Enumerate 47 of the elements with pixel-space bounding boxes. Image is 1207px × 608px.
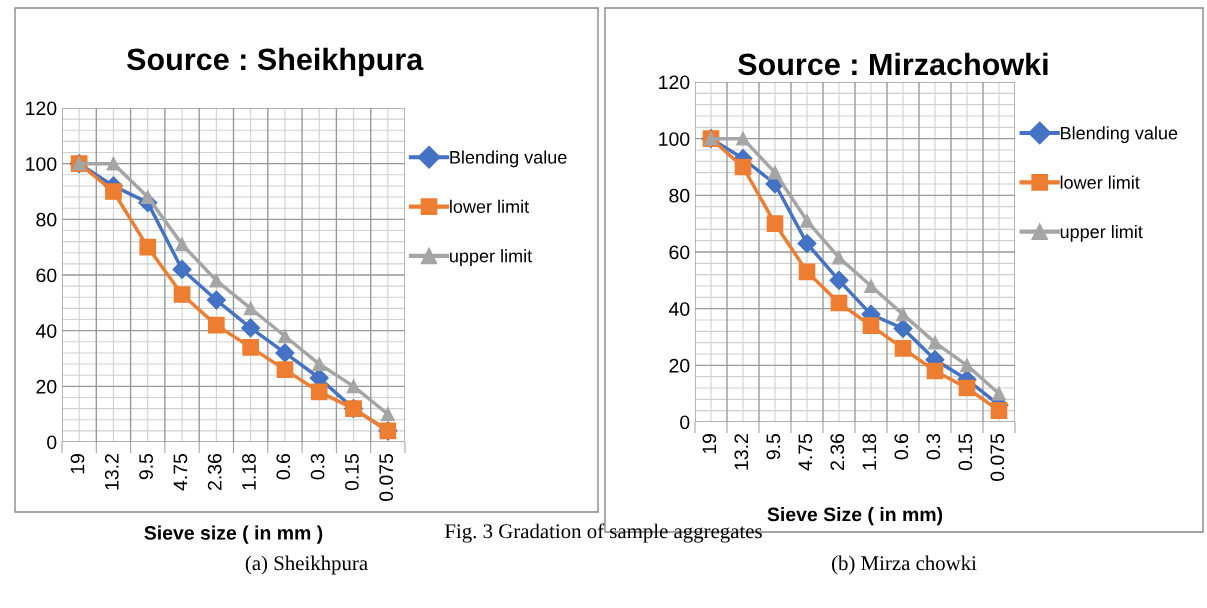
x-tick-label: 0.075 xyxy=(379,453,394,502)
x-tick-label: 19 xyxy=(70,454,85,474)
x-tick-label: 19 xyxy=(702,434,717,454)
text: (b) Mirza chowki xyxy=(832,555,977,575)
legend-label: lower limit xyxy=(1060,175,1140,189)
x-tick-label: 0.3 xyxy=(926,433,941,460)
x-tick-label: 0.6 xyxy=(276,453,291,480)
text: (a) Sheikhpura xyxy=(245,555,368,575)
x-tick-label: 0.15 xyxy=(958,433,973,471)
legend-label: lower limit xyxy=(450,199,529,214)
y-tick-label: 0 xyxy=(680,415,690,430)
x-tick-label: 2.36 xyxy=(207,453,222,490)
y-tick-label: 20 xyxy=(669,358,690,373)
x-tick-label: 4.75 xyxy=(173,453,188,491)
x-tick-label: 9.5 xyxy=(766,433,781,460)
chart-title: Source : Sheikhpura xyxy=(126,47,424,77)
y-tick-label: 20 xyxy=(36,379,57,394)
chart-title: Source : Mirzachowki xyxy=(738,52,1048,76)
legend-label: upper limit xyxy=(1060,224,1143,242)
x-tick-label: 13.2 xyxy=(104,454,119,490)
x-axis-title: Sieve Size ( in mm) xyxy=(767,507,943,526)
x-axis-title: Sieve size ( in mm ) xyxy=(144,525,323,544)
caption: Fig. 3 Gradation of sample aggregates xyxy=(445,523,762,543)
x-tick-label: 2.36 xyxy=(830,433,845,470)
y-tick-label: 40 xyxy=(35,324,57,338)
x-tick-label: 0.075 xyxy=(990,433,1005,482)
x-tick-label: 4.75 xyxy=(798,433,813,471)
y-tick-label: 120 xyxy=(659,75,690,90)
x-tick-label: 1.18 xyxy=(862,433,877,470)
x-tick-label: 1.18 xyxy=(242,453,256,490)
y-tick-label: 80 xyxy=(36,212,57,227)
y-tick-label: 60 xyxy=(36,268,57,283)
y-tick-label: 100 xyxy=(26,157,57,171)
y-tick-label: 40 xyxy=(668,302,690,316)
legend-label: upper limit xyxy=(450,249,533,266)
x-tick-label: 0.3 xyxy=(310,453,325,480)
y-tick-label: 120 xyxy=(26,101,57,116)
x-tick-label: 0.6 xyxy=(894,433,909,460)
y-tick-label: 60 xyxy=(669,245,690,260)
x-tick-label: 13.2 xyxy=(734,434,749,470)
x-tick-label: 9.5 xyxy=(139,453,153,480)
y-tick-label: 0 xyxy=(47,435,57,450)
y-tick-label: 80 xyxy=(669,188,690,203)
y-tick-label: 100 xyxy=(659,132,690,146)
legend-label: Blending value xyxy=(450,150,567,168)
legend-label: Blending value xyxy=(1061,126,1178,144)
x-tick-label: 0.15 xyxy=(345,453,359,491)
